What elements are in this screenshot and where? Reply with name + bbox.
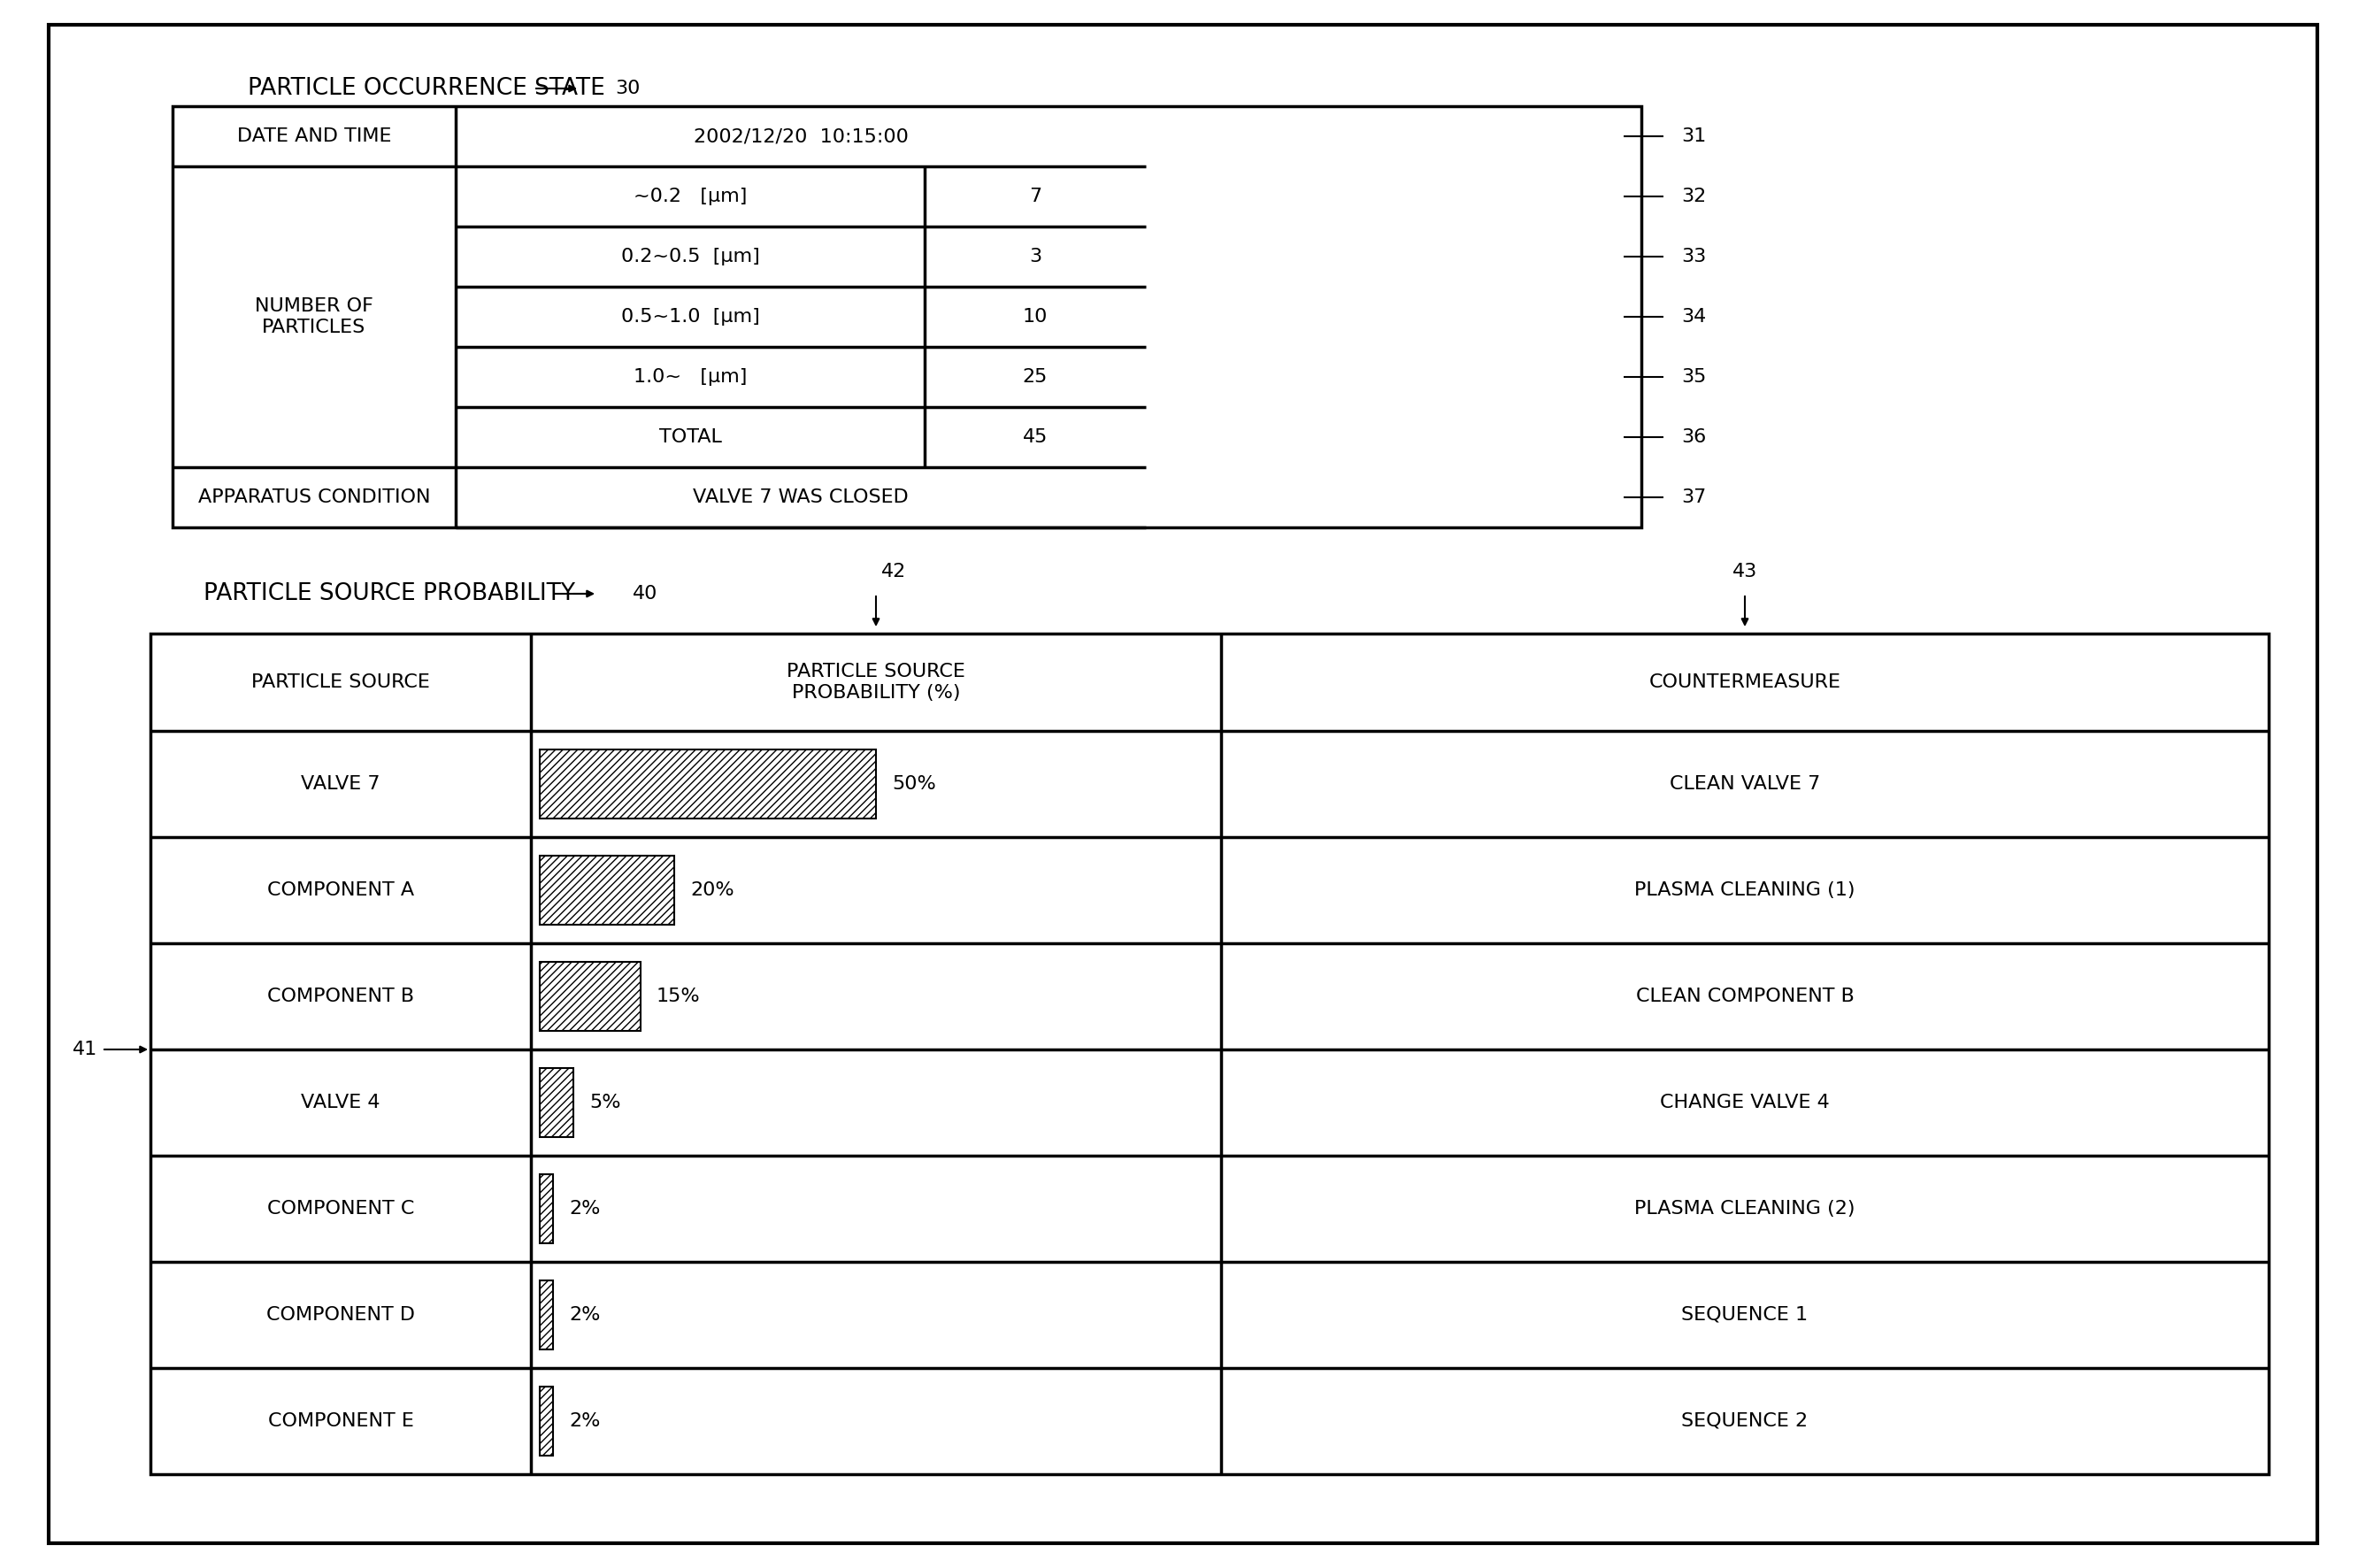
Bar — [539, 961, 641, 1030]
Text: 33: 33 — [1682, 248, 1706, 265]
Text: COMPONENT D: COMPONENT D — [267, 1306, 414, 1323]
Text: VALVE 4: VALVE 4 — [300, 1094, 381, 1112]
Bar — [151, 633, 2269, 1474]
Text: 2%: 2% — [570, 1200, 601, 1218]
Text: 40: 40 — [632, 585, 658, 602]
Text: COMPONENT A: COMPONENT A — [267, 881, 414, 898]
Text: SEQUENCE 2: SEQUENCE 2 — [1682, 1413, 1808, 1430]
Bar — [539, 1068, 573, 1137]
Text: 41: 41 — [73, 1041, 97, 1058]
Text: 2002/12/20  10:15:00: 2002/12/20 10:15:00 — [693, 127, 909, 146]
Bar — [539, 856, 674, 925]
Text: 37: 37 — [1682, 489, 1706, 506]
Bar — [173, 107, 1642, 527]
Text: COMPONENT B: COMPONENT B — [267, 988, 414, 1005]
Text: DATE AND TIME: DATE AND TIME — [237, 127, 390, 146]
Text: ~0.2   [μm]: ~0.2 [μm] — [634, 188, 748, 205]
Text: PLASMA CLEANING (1): PLASMA CLEANING (1) — [1635, 881, 1855, 898]
Text: 43: 43 — [1732, 563, 1758, 580]
Text: PARTICLE OCCURRENCE STATE: PARTICLE OCCURRENCE STATE — [248, 77, 606, 100]
Text: 2%: 2% — [570, 1413, 601, 1430]
Text: 0.2~0.5  [μm]: 0.2~0.5 [μm] — [620, 248, 759, 265]
Text: 36: 36 — [1682, 428, 1706, 445]
Text: COMPONENT C: COMPONENT C — [267, 1200, 414, 1218]
Text: 31: 31 — [1682, 127, 1706, 146]
Text: 30: 30 — [615, 80, 641, 97]
Text: CLEAN COMPONENT B: CLEAN COMPONENT B — [1635, 988, 1855, 1005]
Text: 0.5~1.0  [μm]: 0.5~1.0 [μm] — [620, 307, 759, 326]
Text: TOTAL: TOTAL — [658, 428, 722, 445]
Bar — [539, 1281, 554, 1350]
Text: 7: 7 — [1029, 188, 1041, 205]
Text: 35: 35 — [1682, 368, 1706, 386]
Text: CLEAN VALVE 7: CLEAN VALVE 7 — [1670, 775, 1819, 793]
Text: 1.0~   [μm]: 1.0~ [μm] — [634, 368, 748, 386]
Text: 5%: 5% — [589, 1094, 620, 1112]
Text: 3: 3 — [1029, 248, 1041, 265]
Text: PLASMA CLEANING (2): PLASMA CLEANING (2) — [1635, 1200, 1855, 1218]
Text: SEQUENCE 1: SEQUENCE 1 — [1682, 1306, 1808, 1323]
Text: 42: 42 — [880, 563, 906, 580]
Text: NUMBER OF
PARTICLES: NUMBER OF PARTICLES — [256, 298, 374, 336]
Text: CHANGE VALVE 4: CHANGE VALVE 4 — [1661, 1094, 1829, 1112]
Text: 50%: 50% — [892, 775, 937, 793]
Text: COUNTERMEASURE: COUNTERMEASURE — [1649, 673, 1841, 691]
Text: PARTICLE SOURCE: PARTICLE SOURCE — [251, 673, 431, 691]
Text: 2%: 2% — [570, 1306, 601, 1323]
Text: 45: 45 — [1022, 428, 1048, 445]
Bar — [539, 1174, 554, 1243]
Text: PARTICLE SOURCE PROBABILITY: PARTICLE SOURCE PROBABILITY — [203, 582, 575, 605]
Text: 20%: 20% — [691, 881, 733, 898]
Text: 10: 10 — [1022, 307, 1048, 326]
Text: APPARATUS CONDITION: APPARATUS CONDITION — [199, 489, 431, 506]
Bar — [539, 750, 875, 818]
Bar — [539, 1386, 554, 1455]
Text: 15%: 15% — [655, 988, 700, 1005]
Text: COMPONENT E: COMPONENT E — [267, 1413, 414, 1430]
Text: PARTICLE SOURCE
PROBABILITY (%): PARTICLE SOURCE PROBABILITY (%) — [786, 663, 965, 701]
Text: 32: 32 — [1682, 188, 1706, 205]
Text: VALVE 7 WAS CLOSED: VALVE 7 WAS CLOSED — [693, 489, 909, 506]
Text: VALVE 7: VALVE 7 — [300, 775, 381, 793]
Text: 25: 25 — [1022, 368, 1048, 386]
Text: 34: 34 — [1682, 307, 1706, 326]
